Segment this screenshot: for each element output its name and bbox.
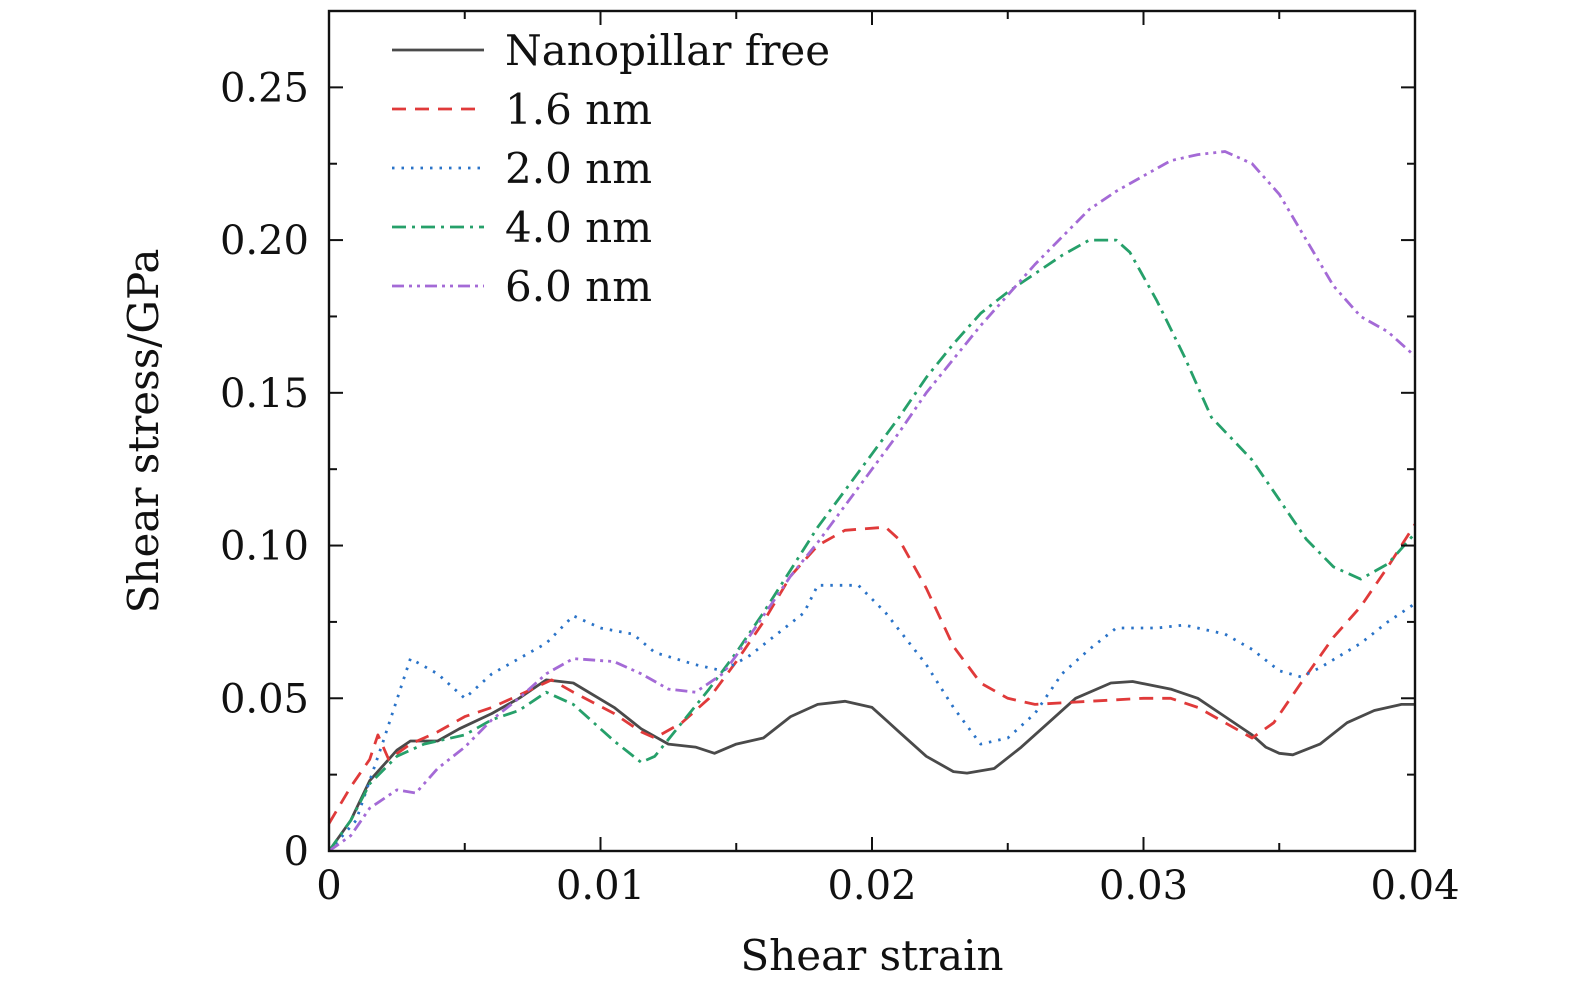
x-tick-label: 0.03 [1099,863,1188,909]
legend-label-0: Nanopillar free [505,26,830,75]
y-axis-title: Shear stress/GPa [119,249,168,614]
legend-label-4: 6.0 nm [505,262,652,311]
tick-labels: 0 0.01 0.02 0.03 0.04 0 0.05 0.10 0.15 0.20 0.25 [220,65,1460,909]
x-tick-label: 0.01 [556,863,645,909]
series-line-0 [327,678,1415,852]
y-tick-label: 0 [284,829,309,875]
legend-label-1: 1.6 nm [505,85,652,134]
y-tick-label: 0.10 [220,524,309,570]
y-tick-label: 0.25 [220,65,309,111]
x-axis-title: Shear strain [740,931,1003,980]
y-tick-label: 0.20 [220,218,309,264]
axis-ticks [328,10,1416,852]
legend-label-2: 2.0 nm [505,144,652,193]
legend: Nanopillar free 1.6 nm 2.0 nm 4.0 nm 6.0 nm [392,26,830,311]
plot-frame [327,9,1417,853]
x-tick-label: 0 [316,863,341,909]
series-layer [327,150,1417,853]
legend-label-3: 4.0 nm [505,203,652,252]
series-line-2 [327,583,1416,852]
y-tick-label: 0.05 [220,676,309,722]
x-tick-label: 0.02 [827,863,916,909]
x-tick-label: 0.04 [1370,863,1459,909]
series-line-4 [328,150,1416,853]
y-tick-label: 0.15 [220,371,309,417]
series-line-1 [327,523,1417,825]
series-line-3 [327,238,1417,852]
